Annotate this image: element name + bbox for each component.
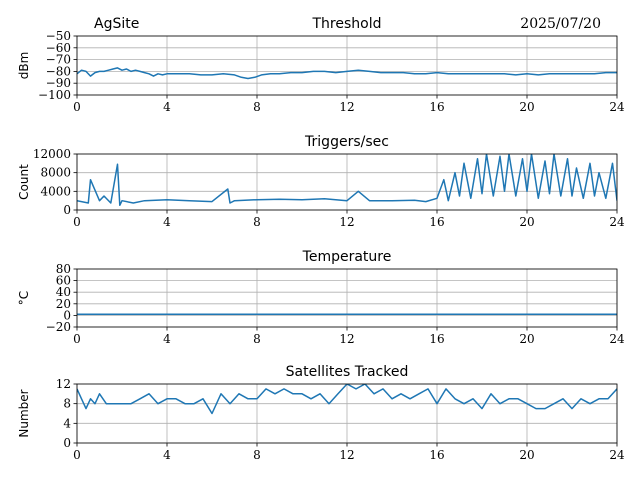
plot-frame <box>76 383 618 444</box>
y-tick-label: −60 <box>46 41 71 55</box>
panel-1: 0 4 8 12 16 20 24 0 4000 8000 12000 Triggers/sec Cou… <box>17 134 625 229</box>
x-tick-label: 16 <box>429 332 444 346</box>
y-tick-label: −50 <box>46 29 71 43</box>
panel-title: Temperature <box>302 249 392 265</box>
y-tick-label: 0 <box>63 203 71 217</box>
plot-frame <box>76 268 618 328</box>
x-tick-label: 8 <box>253 332 261 346</box>
x-tick-label: 24 <box>609 448 625 462</box>
site-name: AgSite <box>94 16 139 32</box>
y-tick-label: −80 <box>46 64 71 78</box>
x-tick-label: 16 <box>429 448 444 462</box>
panel-title: Threshold <box>312 16 382 32</box>
x-tick-label: 0 <box>73 215 81 229</box>
panel-title: Satellites Tracked <box>286 364 409 380</box>
y-tick-label: 8000 <box>40 166 71 180</box>
x-tick-label: 4 <box>163 448 171 462</box>
y-tick-label: 60 <box>56 274 71 288</box>
x-tick-label: 16 <box>429 100 444 114</box>
y-tick-label: −90 <box>46 76 71 90</box>
x-tick-label: 8 <box>253 100 261 114</box>
y-axis-label: dBm <box>17 52 31 80</box>
x-tick-label: 16 <box>429 215 444 229</box>
y-tick-label: 12 <box>56 377 71 391</box>
y-tick-label: 4 <box>63 416 71 430</box>
panel-3: 0 4 8 12 16 20 24 0 4 8 12 Satellites Tracked Number <box>17 364 625 462</box>
x-tick-label: 20 <box>519 100 534 114</box>
panel-0: 0 4 8 12 16 20 24 −50−60−70−80−90−100 Threshold d… <box>17 16 625 114</box>
x-tick-label: 12 <box>339 332 354 346</box>
x-tick-label: 12 <box>339 100 354 114</box>
y-tick-label: 40 <box>56 285 71 299</box>
y-tick-label: 80 <box>56 262 71 276</box>
x-tick-label: 0 <box>73 332 81 346</box>
x-tick-label: 4 <box>163 100 171 114</box>
x-tick-label: 8 <box>253 215 261 229</box>
series-line <box>77 384 617 415</box>
y-tick-label: 8 <box>63 397 71 411</box>
x-tick-label: 0 <box>73 448 81 462</box>
y-tick-label: 4000 <box>40 184 71 198</box>
y-axis-label: °C <box>17 291 31 305</box>
x-tick-label: 20 <box>519 215 534 229</box>
x-tick-label: 12 <box>339 448 354 462</box>
y-tick-label: −100 <box>38 88 71 102</box>
chart-panels: 0 4 8 12 16 20 24 −50−60−70−80−90−100 Threshold d… <box>17 16 625 462</box>
x-tick-label: 8 <box>253 448 261 462</box>
panel-title: Triggers/sec <box>304 134 389 150</box>
x-tick-label: 20 <box>519 448 534 462</box>
date-label: 2025/07/20 <box>520 16 601 32</box>
x-tick-label: 0 <box>73 100 81 114</box>
series-line <box>77 154 617 207</box>
y-tick-label: 0 <box>63 308 71 322</box>
x-tick-label: 12 <box>339 215 354 229</box>
x-tick-label: 4 <box>163 332 171 346</box>
y-tick-label: −70 <box>46 53 71 67</box>
y-axis-label: Count <box>17 164 31 200</box>
y-tick-label: −20 <box>46 320 71 334</box>
y-tick-label: 12000 <box>33 147 71 161</box>
y-tick-label: 20 <box>56 297 71 311</box>
x-tick-label: 20 <box>519 332 534 346</box>
plot-frame <box>76 35 618 96</box>
y-tick-label: 0 <box>63 436 71 450</box>
x-tick-label: 24 <box>609 100 625 114</box>
plot-frame <box>76 153 618 211</box>
series-line <box>77 67 617 80</box>
x-tick-label: 4 <box>163 215 171 229</box>
y-axis-label: Number <box>17 389 31 437</box>
x-tick-label: 24 <box>609 215 625 229</box>
x-tick-label: 24 <box>609 332 625 346</box>
